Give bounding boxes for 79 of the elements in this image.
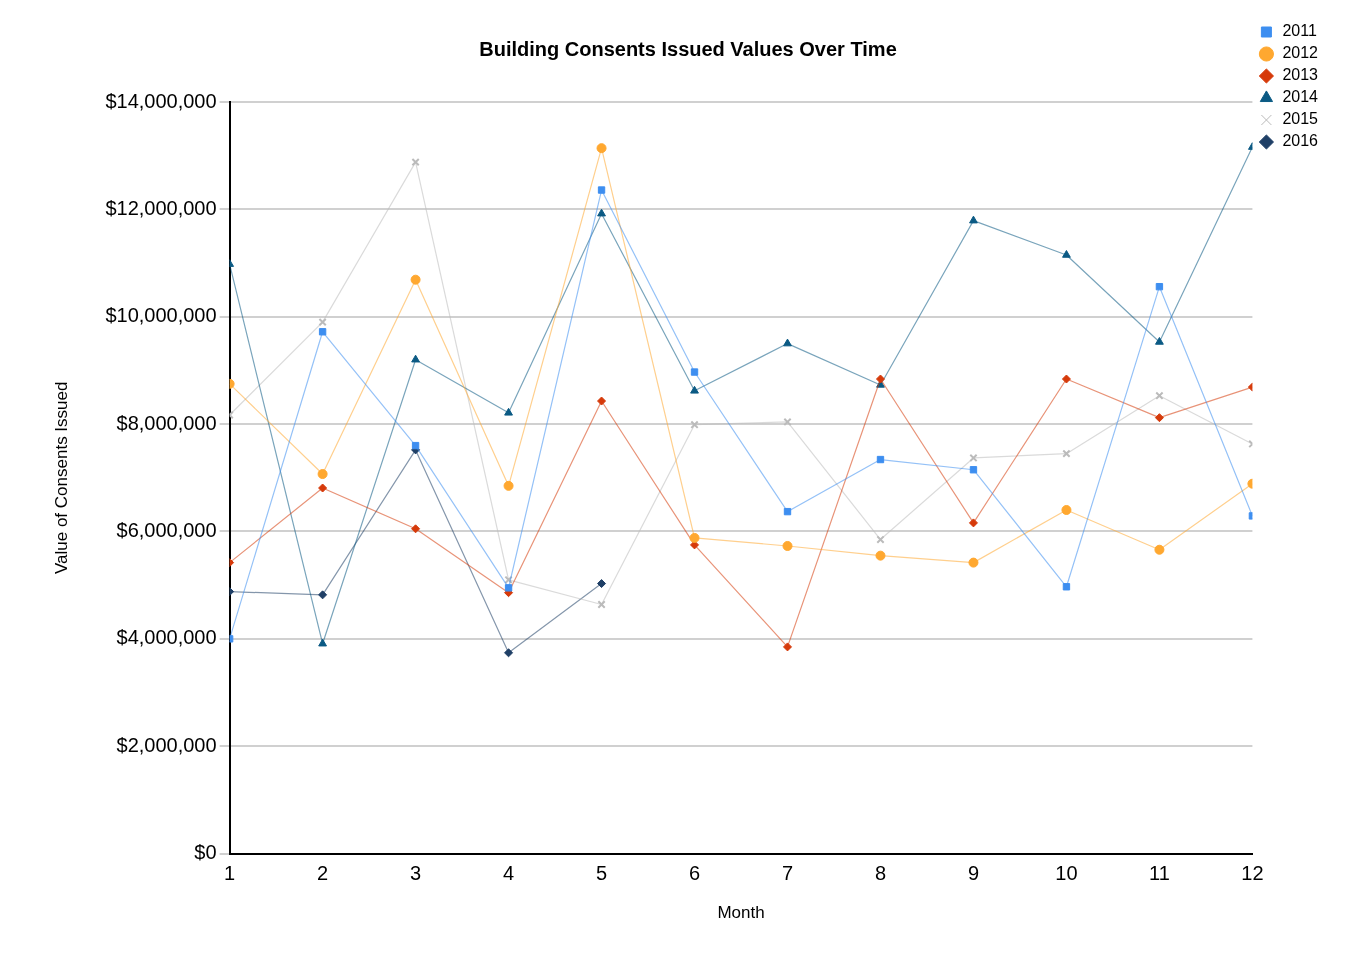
point bbox=[411, 524, 421, 534]
x-tick-label: 8 bbox=[874, 862, 887, 885]
point bbox=[1155, 336, 1164, 345]
point bbox=[1154, 413, 1164, 423]
point bbox=[1062, 250, 1071, 258]
point bbox=[1155, 391, 1164, 400]
point bbox=[783, 507, 792, 516]
point bbox=[318, 638, 327, 647]
x-tick-label: 4 bbox=[503, 862, 515, 885]
point bbox=[1062, 449, 1071, 458]
point bbox=[876, 535, 885, 544]
y-tick-label: $14,000,000 bbox=[105, 89, 217, 112]
point bbox=[318, 317, 327, 327]
point bbox=[1155, 283, 1164, 291]
x-tick-label: 3 bbox=[410, 862, 422, 885]
point bbox=[690, 368, 699, 376]
point bbox=[968, 518, 978, 528]
point bbox=[1154, 544, 1165, 555]
y-tick-label: $6,000,000 bbox=[116, 519, 217, 541]
x-tick-label: 1 bbox=[224, 862, 236, 885]
x-tick-label: 5 bbox=[595, 862, 608, 885]
legend-label: 2016 bbox=[1282, 132, 1319, 150]
point bbox=[875, 550, 886, 561]
point bbox=[318, 590, 328, 600]
point bbox=[690, 420, 699, 429]
point bbox=[504, 584, 513, 592]
x-tick-label: 10 bbox=[1055, 862, 1078, 885]
point bbox=[689, 532, 700, 543]
point bbox=[1062, 583, 1071, 591]
point bbox=[968, 557, 979, 568]
point bbox=[410, 274, 421, 285]
point bbox=[597, 208, 606, 217]
y-tick-label: $4,000,000 bbox=[116, 626, 217, 649]
x-tick-label: 9 bbox=[967, 862, 980, 885]
point bbox=[969, 215, 978, 224]
point bbox=[318, 483, 328, 493]
point bbox=[875, 374, 885, 384]
y-tick-label: $12,000,000 bbox=[105, 196, 217, 219]
legend-label: 2014 bbox=[1282, 88, 1319, 106]
legend-label: 2012 bbox=[1282, 44, 1319, 62]
legend-label: 2013 bbox=[1282, 66, 1319, 84]
y-axis-title: Value of Consents Issued bbox=[51, 381, 71, 575]
x-tick-label: 12 bbox=[1241, 862, 1264, 885]
point bbox=[597, 579, 607, 589]
point bbox=[876, 455, 885, 464]
point bbox=[596, 143, 607, 154]
point bbox=[411, 441, 420, 450]
point bbox=[504, 575, 513, 584]
point bbox=[597, 396, 607, 406]
point bbox=[597, 186, 606, 194]
x-tick-label: 7 bbox=[781, 862, 794, 885]
point bbox=[317, 469, 328, 480]
x-tick-label: 2 bbox=[317, 862, 329, 885]
point bbox=[782, 540, 793, 551]
legend-label: 2015 bbox=[1282, 110, 1319, 128]
point bbox=[783, 417, 792, 427]
point bbox=[969, 466, 978, 474]
y-tick-label: $10,000,000 bbox=[105, 304, 217, 327]
point bbox=[503, 480, 514, 491]
point bbox=[597, 600, 606, 609]
point bbox=[783, 642, 792, 652]
chart-title: Building Consents Issued Values Over Time bbox=[479, 37, 897, 60]
x-axis-title: Month bbox=[717, 903, 765, 923]
point bbox=[969, 453, 978, 463]
y-tick-label: $2,000,000 bbox=[116, 733, 217, 756]
point bbox=[504, 648, 514, 658]
point bbox=[411, 354, 420, 363]
x-tick-label: 6 bbox=[688, 862, 701, 885]
x-tick-label: 11 bbox=[1149, 862, 1170, 885]
y-tick-label: $0 bbox=[194, 841, 217, 864]
point bbox=[318, 328, 327, 336]
point bbox=[411, 157, 420, 167]
point bbox=[1061, 505, 1072, 516]
point bbox=[783, 338, 792, 347]
y-tick-label: $8,000,000 bbox=[116, 411, 217, 434]
point bbox=[690, 385, 699, 394]
point bbox=[1061, 374, 1071, 384]
legend-label: 2011 bbox=[1282, 22, 1317, 40]
point bbox=[504, 407, 513, 416]
